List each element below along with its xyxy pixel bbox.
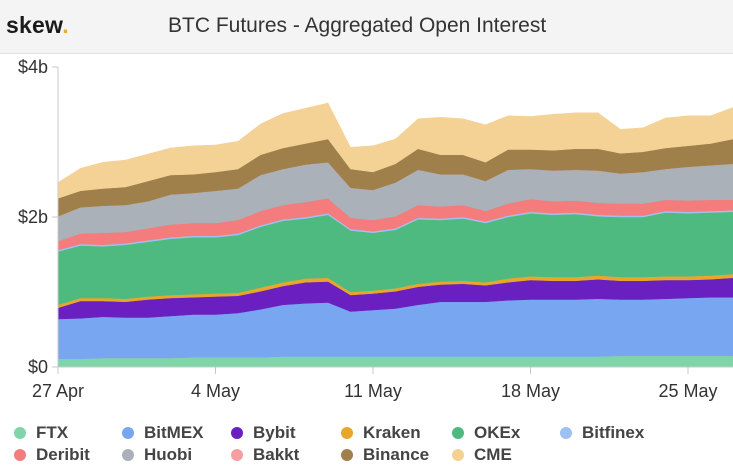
legend-label: Bitfinex [582, 423, 645, 442]
legend-swatch [14, 449, 26, 461]
open-interest-chart: $0 $2b $4b 27 Apr 4 May 11 May 18 May 25 May [18, 57, 733, 401]
legend-item-deribit[interactable]: Deribit [14, 444, 90, 466]
legend-item-binance[interactable]: Binance [341, 444, 429, 466]
legend-label: CME [474, 445, 512, 464]
legend-swatch [14, 427, 26, 439]
y-tick-label: $2b [18, 207, 48, 227]
legend-item-bakkt[interactable]: Bakkt [231, 444, 299, 466]
x-tick-label: 18 May [501, 381, 560, 401]
legend-swatch [231, 449, 243, 461]
area-cme [57, 102, 733, 199]
legend-item-bitmex[interactable]: BitMEX [122, 422, 204, 444]
x-tick-label: 27 Apr [32, 381, 84, 401]
x-axis-ticks: 27 Apr 4 May 11 May 18 May 25 May [32, 367, 718, 401]
x-tick-label: 11 May [344, 381, 402, 401]
legend-label: Huobi [144, 445, 193, 464]
y-axis-ticks: $0 $2b $4b [18, 57, 58, 377]
legend-label: Bakkt [253, 445, 300, 464]
legend-swatch [231, 427, 243, 439]
legend-swatch [452, 427, 464, 439]
legend-label: Binance [363, 445, 430, 464]
legend-item-bitfinex[interactable]: Bitfinex [560, 422, 644, 444]
y-tick-label: $0 [28, 357, 48, 377]
legend-swatch [560, 427, 572, 439]
legend-item-ftx[interactable]: FTX [14, 422, 68, 444]
legend-swatch [122, 449, 134, 461]
skew-logo: skew. [6, 12, 69, 38]
legend-item-cme[interactable]: CME [452, 444, 512, 466]
legend-swatch [452, 449, 464, 461]
series-areas [57, 102, 733, 368]
chart-header: skew. BTC Futures - Aggregated Open Inte… [0, 0, 733, 54]
legend-label: Deribit [36, 445, 90, 464]
chart-title: BTC Futures - Aggregated Open Interest [168, 14, 547, 37]
legend-label: Bybit [253, 423, 296, 442]
logo-dot: . [62, 12, 69, 38]
y-tick-label: $4b [18, 57, 48, 77]
legend-swatch [341, 427, 353, 439]
x-tick-label: 25 May [658, 381, 717, 401]
legend-swatch [122, 427, 134, 439]
legend-swatch [341, 449, 353, 461]
chart-legend: FTX BitMEX Bybit Kraken OKEx Bitfinex Deribit H… [0, 420, 733, 472]
legend-label: BitMEX [144, 423, 204, 442]
legend-label: FTX [36, 423, 69, 442]
x-tick-label: 4 May [191, 381, 240, 401]
legend-label: Kraken [363, 423, 421, 442]
legend-item-okex[interactable]: OKEx [452, 422, 520, 444]
legend-item-kraken[interactable]: Kraken [341, 422, 421, 444]
legend-item-huobi[interactable]: Huobi [122, 444, 192, 466]
legend-label: OKEx [474, 423, 521, 442]
legend-item-bybit[interactable]: Bybit [231, 422, 296, 444]
